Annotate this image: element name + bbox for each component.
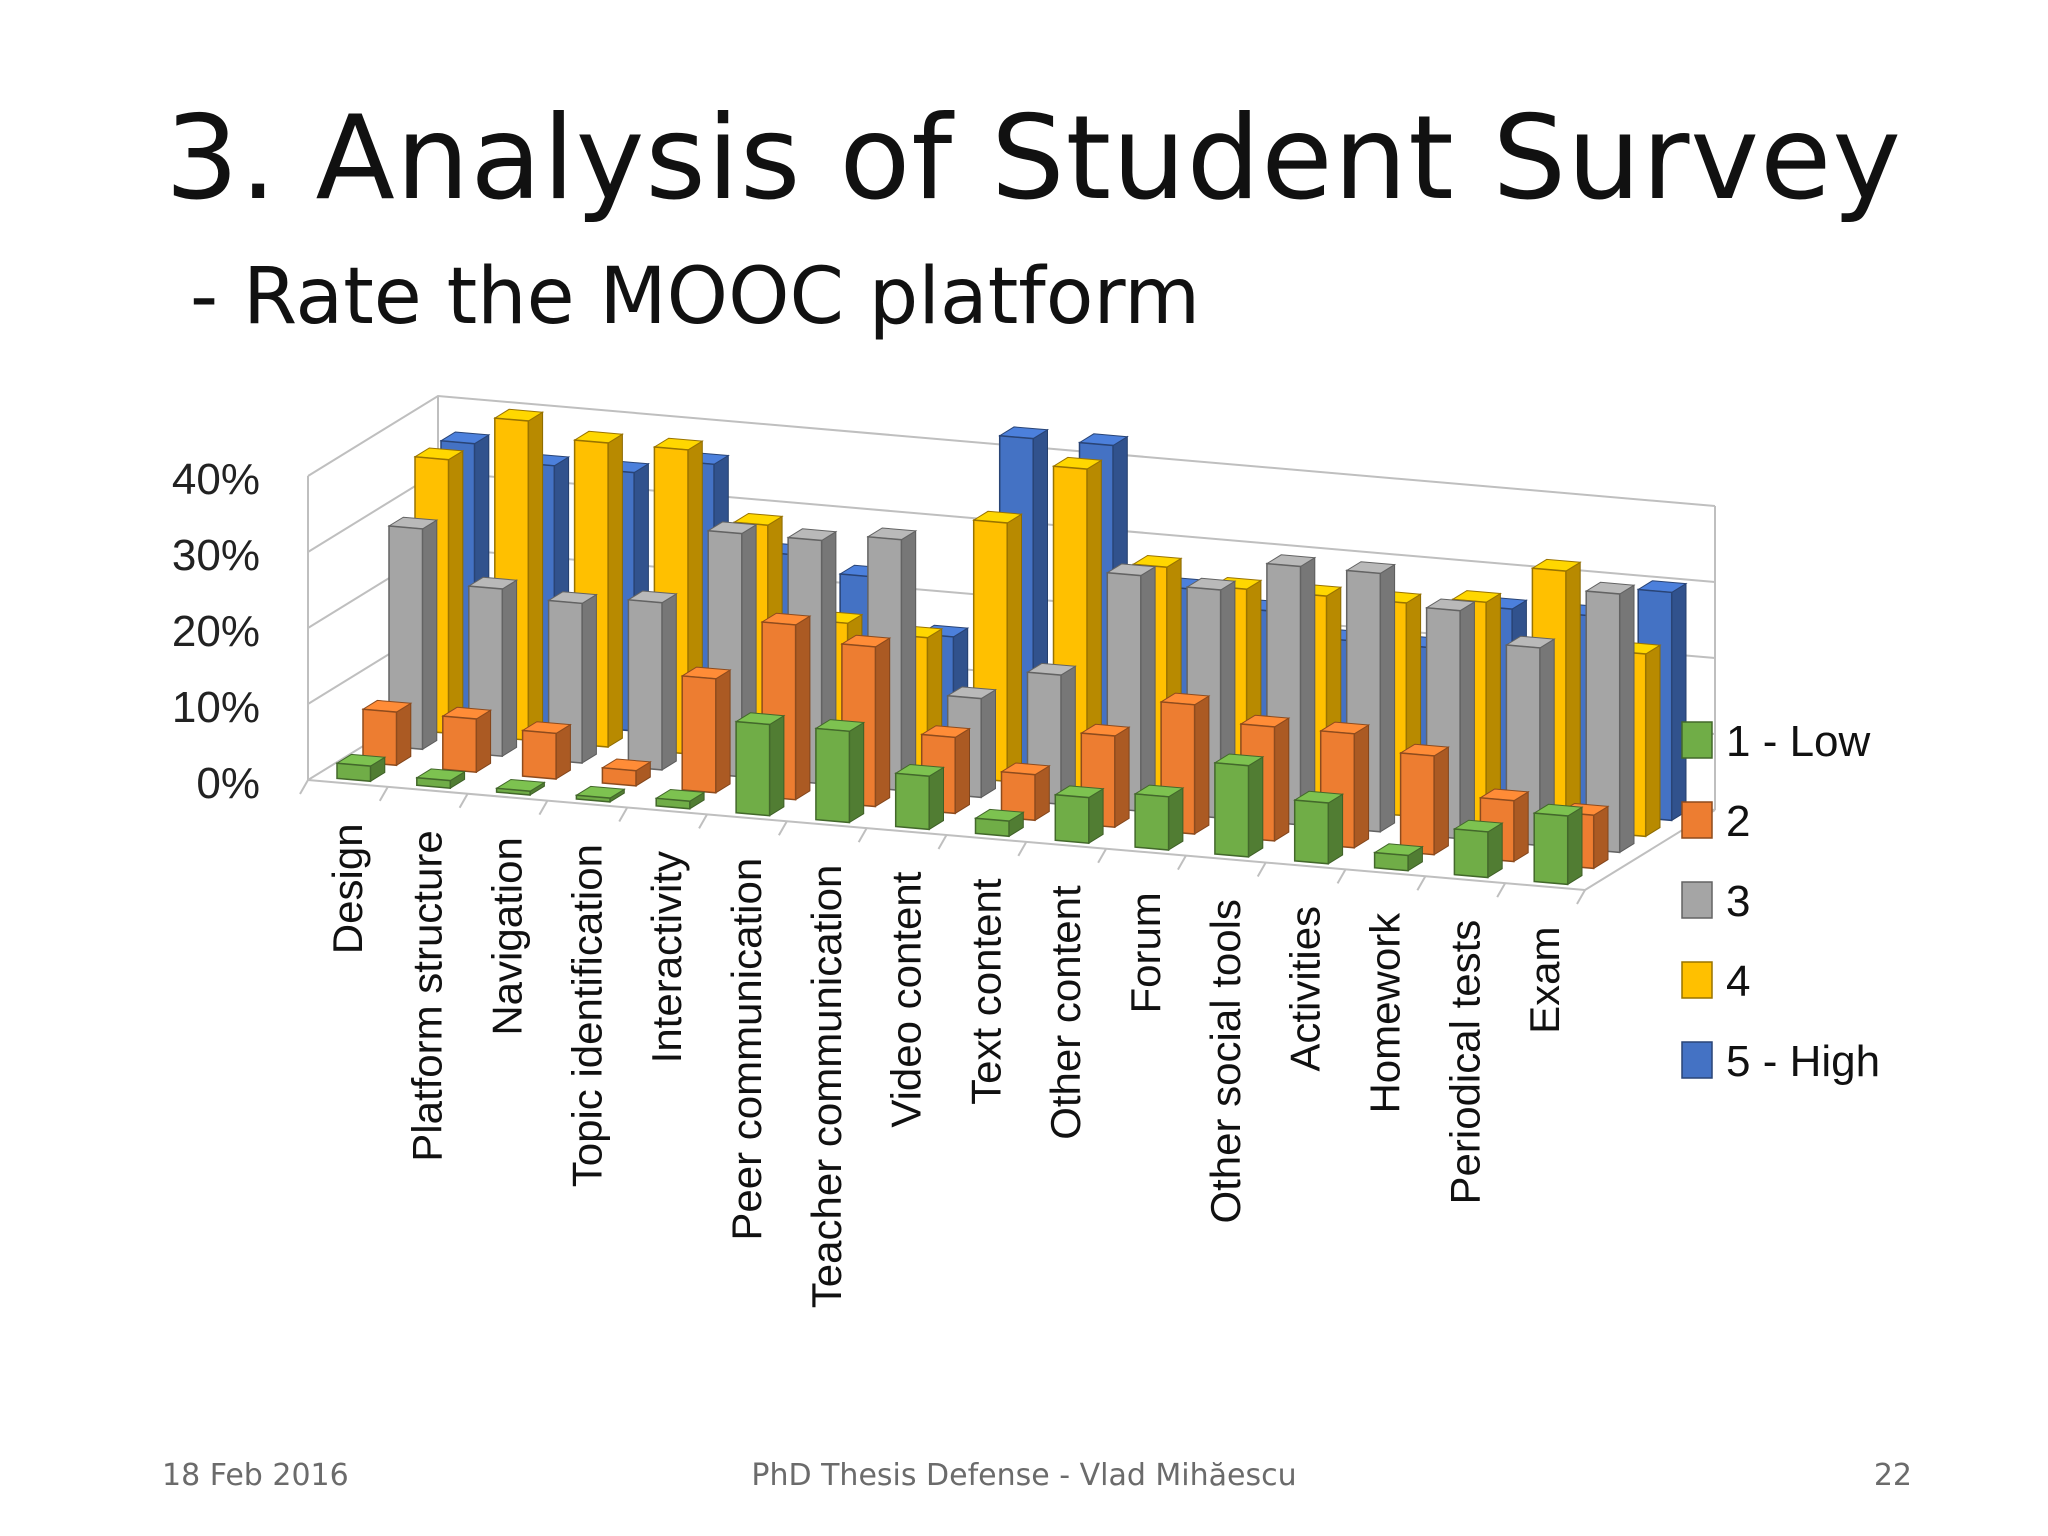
legend-label: 1 - Low (1726, 717, 1871, 766)
legend-item-2: 2 (1681, 797, 1750, 846)
bar-2-navigation (521, 721, 572, 780)
bar-1-low-design (335, 753, 387, 783)
x-tick-label: Other content (1042, 885, 1089, 1140)
x-tick (937, 834, 948, 850)
legend-item-4: 4 (1681, 957, 1750, 1006)
bar-1-low-topic-identification (574, 785, 626, 803)
bar-1-low-peer-communication (734, 712, 786, 817)
x-tick-label: Interactivity (643, 851, 690, 1063)
legend-label: 3 (1726, 877, 1750, 926)
bar-2-homework (1399, 743, 1450, 856)
y-axis-tick-labels: 0% 10% 20% 30% 40% (172, 455, 260, 808)
x-tick-label: Periodical tests (1441, 920, 1488, 1205)
y-tick-label: 30% (172, 531, 260, 580)
x-tick (378, 786, 389, 802)
bar-1-low-teacher-communication (814, 719, 866, 824)
y-tick-label: 10% (172, 683, 260, 732)
bar-2-topic-identification (600, 758, 652, 787)
legend-item-5-high: 5 - High (1681, 1037, 1880, 1086)
legend-label: 5 - High (1726, 1037, 1880, 1086)
x-tick-label: Peer communication (723, 858, 770, 1241)
bar-1-low-text-content (973, 808, 1025, 838)
x-tick-label: Homework (1361, 912, 1408, 1114)
bar-1-low-forum (1133, 784, 1185, 851)
x-tick (1097, 848, 1107, 864)
x-tick (618, 807, 629, 822)
legend-item-3: 3 (1681, 877, 1750, 926)
chart-legend: 1 - Low 2 3 4 5 - High (1681, 717, 1880, 1086)
bar-2-text-content (999, 762, 1051, 822)
x-tick (299, 779, 309, 795)
bar-1-low-periodical-tests (1452, 819, 1504, 879)
x-tick (1336, 868, 1347, 884)
legend-item-1-low: 1 - Low (1681, 717, 1871, 766)
x-tick (538, 800, 549, 816)
x-tick-label: Design (324, 823, 371, 954)
y-tick-label: 0% (196, 759, 260, 808)
bar-1-low-platform-structure (415, 768, 467, 790)
x-tick (698, 813, 708, 829)
x-tick (1256, 862, 1267, 877)
x-tick (1177, 855, 1187, 871)
x-tick (1496, 882, 1507, 898)
slide-title: 3. Analysis of Student Survey (165, 91, 1903, 226)
x-tick-label: Exam (1521, 927, 1568, 1034)
footer-date: 18 Feb 2016 (162, 1458, 349, 1493)
slide-subtitle: - Rate the MOOC platform (190, 252, 1201, 342)
bar-1-low-interactivity (654, 788, 706, 810)
x-tick (1416, 875, 1427, 891)
bar-3-exam (1584, 581, 1636, 854)
bar-3-navigation (547, 591, 598, 764)
bar-1-low-other-content (1053, 785, 1105, 845)
bar-4-platform-structure (493, 408, 545, 742)
x-tick-label: Video content (883, 871, 930, 1127)
bar-1-low-activities (1293, 790, 1345, 865)
bar-2-platform-structure (441, 706, 493, 774)
bar-1-low-exam (1532, 803, 1584, 886)
bar-1-low-navigation (495, 778, 546, 796)
x-tick (778, 820, 788, 836)
footer-page-number: 22 (1873, 1458, 1912, 1493)
legend-label: 2 (1726, 797, 1750, 846)
bar-2-design (361, 699, 413, 767)
bar-1-low-homework (1373, 843, 1424, 872)
bar-3-topic-identification (626, 590, 678, 771)
footer-presentation-title: PhD Thesis Defense - Vlad Mihăescu (751, 1458, 1297, 1493)
x-tick-label: Platform structure (404, 830, 451, 1161)
x-tick-label: Text content (962, 878, 1009, 1105)
bar-3-other-social-tools (1265, 554, 1317, 826)
x-tick-label: Activities (1282, 906, 1329, 1072)
x-tick-label: Other social tools (1202, 899, 1249, 1223)
chart-bars (335, 408, 1688, 886)
y-tick-label: 20% (172, 607, 260, 656)
bar-2-interactivity (680, 666, 732, 794)
x-tick (458, 793, 469, 809)
legend-label: 4 (1726, 957, 1750, 1006)
bar-1-low-video-content (894, 763, 946, 831)
x-tick-label: Topic identification (563, 844, 610, 1187)
x-tick (1017, 841, 1028, 857)
x-tick (1576, 889, 1586, 905)
bar-3-design (387, 516, 439, 751)
x-axis-category-labels: Design Platform structure Navigation Topic … (324, 823, 1568, 1308)
x-tick-label: Navigation (484, 837, 531, 1035)
bar-1-low-other-social-tools (1213, 753, 1265, 858)
y-tick-label: 40% (172, 455, 260, 504)
x-tick-label: Teacher communication (803, 865, 850, 1309)
x-tick-label: Forum (1122, 892, 1169, 1013)
x-tick (857, 827, 868, 843)
